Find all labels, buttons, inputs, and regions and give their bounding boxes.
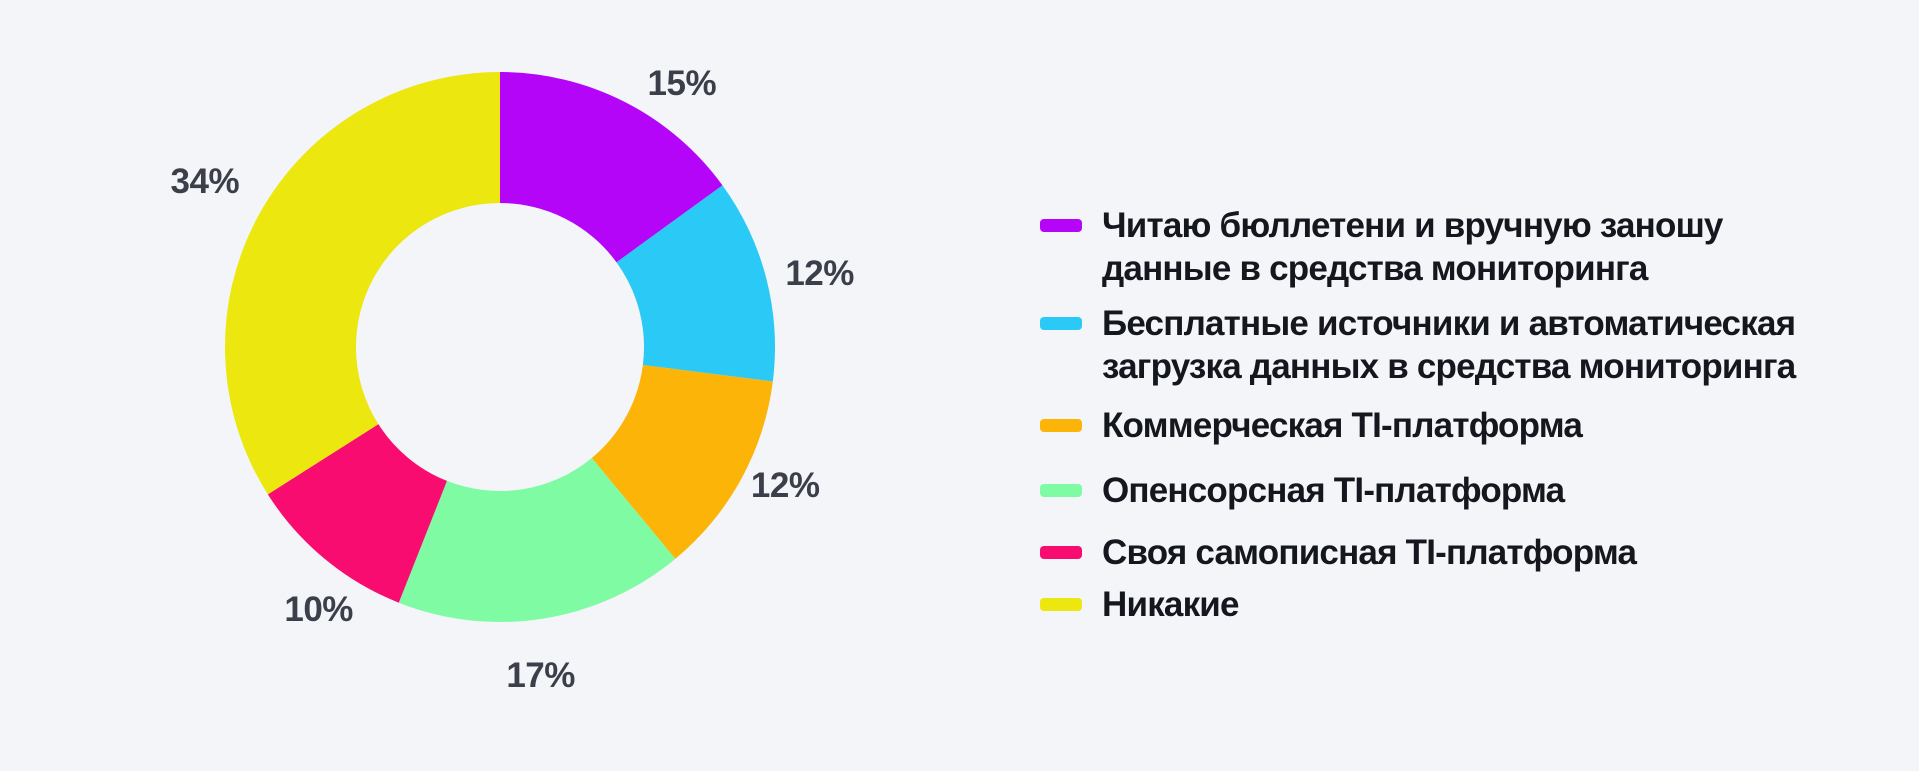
legend-label: Своя самописная TI-платформа: [1102, 531, 1637, 574]
legend-item: Бесплатные источники и автоматическая заг…: [1040, 302, 1796, 388]
legend-label: Никакие: [1102, 583, 1239, 626]
legend-label-line: Читаю бюллетени и вручную заношу: [1102, 206, 1723, 245]
legend-item: Коммерческая TI-платформа: [1040, 404, 1795, 447]
legend-label-line: Никакие: [1102, 585, 1239, 624]
legend-swatch: [1040, 419, 1082, 432]
chart-legend: Читаю бюллетени и вручную заношу данные в…: [1040, 204, 1796, 626]
slice-value-label: 15%: [647, 63, 717, 103]
pie-slice: [616, 185, 775, 382]
legend-label: Бесплатные источники и автоматическая заг…: [1102, 302, 1796, 388]
legend-item: Опенсорсная TI-платформа: [1040, 469, 1795, 512]
legend-swatch: [1040, 546, 1082, 559]
legend-item: Читаю бюллетени и вручную заношу данные в…: [1040, 204, 1795, 290]
pie-slice: [591, 365, 773, 559]
legend-swatch: [1040, 484, 1082, 497]
legend-label-line: данные в средства мониторинга: [1102, 249, 1648, 288]
slice-value-label: 12%: [750, 465, 820, 505]
legend-swatch: [1040, 598, 1082, 611]
pie-slice: [398, 457, 676, 622]
legend-label-line: Опенсорсная TI-платформа: [1102, 471, 1565, 510]
legend-swatch: [1040, 317, 1082, 330]
legend-label-line: загрузка данных в средства мониторинга: [1102, 347, 1796, 386]
legend-item: Своя самописная TI-платформа: [1040, 531, 1795, 574]
legend-item: Никакие: [1040, 583, 1795, 626]
legend-label-line: Бесплатные источники и автоматическая: [1102, 304, 1796, 343]
legend-label: Читаю бюллетени и вручную заношу данные в…: [1102, 204, 1723, 290]
legend-label-line: Коммерческая TI-платформа: [1102, 406, 1583, 445]
pie-slice: [500, 72, 723, 263]
legend-label-line: Своя самописная TI-платформа: [1102, 533, 1637, 572]
slice-value-label: 17%: [506, 655, 575, 695]
legend-label: Опенсорсная TI-платформа: [1102, 469, 1565, 512]
slice-value-label: 12%: [785, 253, 854, 293]
slice-value-label: 10%: [284, 590, 353, 630]
pie-slice: [267, 424, 447, 603]
legend-label: Коммерческая TI-платформа: [1102, 404, 1583, 447]
legend-swatch: [1040, 219, 1082, 232]
pie-slice: [225, 72, 501, 495]
slice-value-label: 34%: [170, 162, 240, 202]
